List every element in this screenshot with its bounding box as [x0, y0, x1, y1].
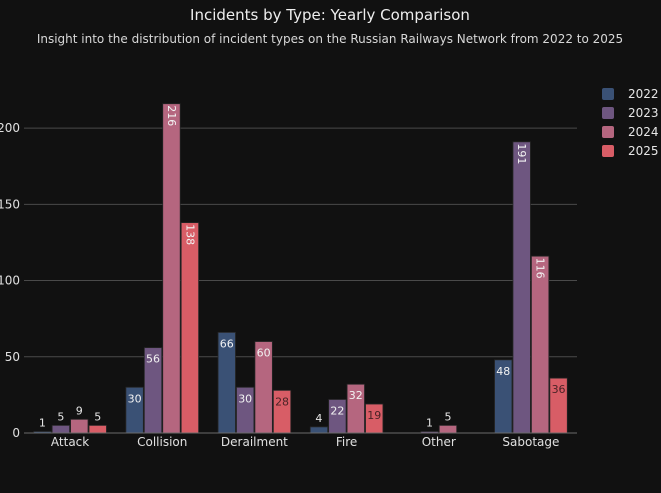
bars — [33, 103, 568, 434]
y-tick-label: 100 — [0, 274, 20, 288]
bar-value-label: 28 — [275, 395, 289, 408]
x-tick-label: Derailment — [221, 435, 288, 449]
bar-value-label: 5 — [57, 410, 64, 423]
bar-value-label: 138 — [183, 224, 196, 245]
legend-label[interactable]: 2025 — [628, 144, 659, 158]
legend-label[interactable]: 2023 — [628, 106, 659, 120]
bar-value-label: 60 — [257, 347, 271, 360]
y-tick-label: 200 — [0, 121, 20, 135]
bar-value-label: 36 — [552, 383, 566, 396]
bar-value-label: 48 — [496, 365, 510, 378]
bar-value-label: 56 — [146, 353, 160, 366]
chart-subtitle: Insight into the distribution of inciden… — [37, 32, 623, 46]
bar-value-label: 9 — [76, 404, 83, 417]
bar-attack-2023[interactable] — [51, 424, 70, 434]
bar-sabotage-2023[interactable] — [512, 141, 531, 434]
bar-value-label: 1 — [39, 416, 46, 429]
legend-swatch-2024[interactable] — [602, 126, 614, 138]
legend[interactable]: 2022 2023 2024 2025 — [602, 87, 659, 158]
y-axis: 0 50 100 150 200 — [0, 121, 20, 440]
gridlines — [24, 127, 577, 358]
x-axis: Attack Collision Derailment Fire Other Sabota… — [24, 432, 577, 449]
chart-title: Incidents by Type: Yearly Comparison — [190, 6, 470, 24]
legend-swatch-2022[interactable] — [602, 88, 614, 100]
bar-value-label: 32 — [349, 389, 363, 402]
bar-attack-2025[interactable] — [88, 424, 107, 434]
x-tick-label: Other — [422, 435, 456, 449]
legend-swatch-2023[interactable] — [602, 107, 614, 119]
bar-collision-2025[interactable] — [180, 222, 200, 434]
y-tick-label: 150 — [0, 197, 20, 211]
bar-value-label: 30 — [128, 392, 142, 405]
bar-other-2024[interactable] — [438, 424, 458, 434]
bar-value-label: 5 — [444, 410, 451, 423]
bar-sabotage-2024[interactable] — [531, 255, 550, 434]
bar-value-label: 30 — [238, 392, 252, 405]
bar-value-label: 1 — [426, 416, 433, 429]
bar-value-label: 116 — [534, 258, 547, 279]
bar-attack-2024[interactable] — [70, 418, 89, 434]
bar-value-label: 22 — [330, 404, 344, 417]
bar-value-label: 5 — [94, 410, 101, 423]
bar-value-label: 4 — [315, 412, 322, 425]
bar-collision-2024[interactable] — [162, 103, 181, 434]
legend-label[interactable]: 2022 — [628, 87, 659, 101]
x-tick-label: Sabotage — [502, 435, 559, 449]
x-tick-label: Collision — [137, 435, 187, 449]
bar-value-label: 191 — [515, 143, 528, 164]
legend-label[interactable]: 2024 — [628, 125, 659, 139]
x-tick-label: Fire — [336, 435, 357, 449]
x-tick-label: Attack — [51, 435, 89, 449]
bar-value-label: 66 — [220, 337, 234, 350]
y-tick-label: 50 — [5, 350, 20, 364]
bar-value-label: 19 — [367, 409, 381, 422]
y-tick-label: 0 — [12, 426, 20, 440]
bar-value-label: 216 — [165, 105, 178, 126]
legend-swatch-2025[interactable] — [602, 145, 614, 157]
bar-fire-2022[interactable] — [309, 426, 329, 434]
